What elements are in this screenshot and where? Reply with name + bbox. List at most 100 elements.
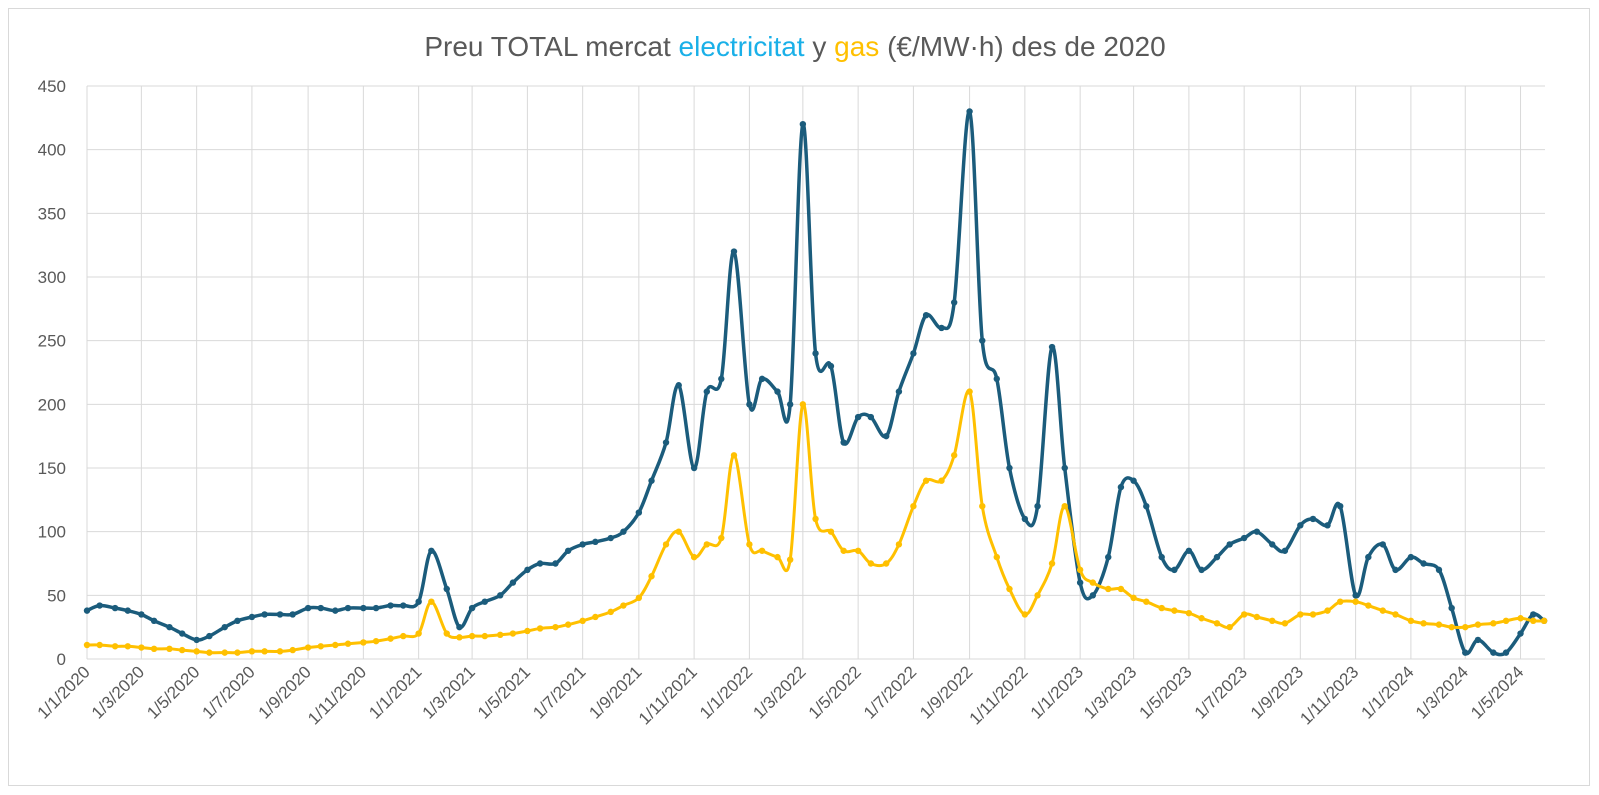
title-part: Preu TOTAL mercat	[424, 31, 678, 62]
data-point	[536, 625, 544, 632]
data-point	[895, 388, 903, 395]
data-point	[854, 413, 862, 421]
data-point	[1076, 566, 1084, 574]
data-point	[1281, 547, 1289, 554]
y-tick-label: 300	[38, 268, 66, 287]
data-point	[635, 594, 643, 602]
data-point	[304, 644, 312, 651]
data-point	[509, 579, 517, 586]
data-point	[648, 573, 655, 580]
data-point	[718, 375, 725, 383]
data-point	[221, 623, 228, 631]
data-point	[206, 632, 213, 640]
data-point	[1540, 617, 1548, 624]
data-point	[124, 643, 131, 650]
data-point	[675, 382, 682, 389]
data-point	[1530, 611, 1537, 618]
data-point	[938, 477, 945, 484]
data-point	[206, 649, 213, 656]
data-point	[1185, 547, 1193, 554]
data-point	[799, 121, 807, 128]
data-point	[1435, 566, 1443, 574]
y-tick-label: 250	[38, 332, 66, 351]
data-point	[922, 312, 930, 319]
data-point	[400, 632, 407, 640]
data-point	[950, 452, 958, 459]
data-point	[150, 645, 158, 653]
data-point	[1006, 585, 1013, 593]
data-point	[443, 630, 450, 637]
data-point	[1117, 483, 1125, 491]
data-point	[1474, 621, 1482, 628]
data-point	[883, 560, 890, 567]
data-point	[193, 648, 200, 655]
data-point	[1089, 579, 1097, 586]
data-point	[827, 528, 835, 535]
data-point	[497, 592, 504, 599]
data-point	[966, 108, 973, 115]
data-point	[910, 350, 917, 357]
data-point	[812, 350, 819, 357]
data-point	[178, 646, 186, 654]
y-tick-label: 100	[38, 523, 66, 542]
data-point	[1171, 566, 1178, 574]
data-point	[1297, 611, 1304, 618]
data-point	[1407, 617, 1415, 624]
data-point	[289, 611, 296, 618]
data-point	[662, 541, 670, 548]
data-point	[1021, 611, 1029, 618]
data-point	[1143, 598, 1150, 605]
data-point	[468, 604, 476, 612]
data-point	[979, 503, 986, 510]
data-point	[1034, 503, 1041, 510]
data-point	[1105, 553, 1112, 561]
data-point	[428, 598, 435, 605]
data-point	[579, 541, 586, 548]
data-point	[83, 641, 91, 649]
data-point	[1517, 615, 1524, 622]
data-point	[1365, 553, 1372, 561]
data-point	[1337, 598, 1344, 605]
data-point	[675, 528, 682, 535]
data-point	[1281, 620, 1289, 627]
data-point	[415, 630, 422, 637]
y-tick-label: 350	[38, 204, 66, 223]
data-point	[138, 644, 145, 651]
data-point	[415, 598, 422, 605]
data-point	[1420, 560, 1427, 567]
data-point	[261, 648, 268, 655]
data-point	[1420, 620, 1427, 627]
data-point	[662, 439, 670, 446]
data-point	[1502, 617, 1510, 624]
data-point	[950, 299, 958, 306]
data-point	[1309, 515, 1317, 523]
data-point	[1171, 607, 1178, 614]
data-point	[111, 604, 119, 612]
data-point	[276, 648, 284, 655]
data-point	[690, 553, 698, 561]
data-point	[690, 464, 698, 472]
data-point	[648, 477, 655, 484]
data-point	[372, 637, 380, 645]
data-point	[150, 617, 158, 624]
y-tick-label: 450	[38, 77, 66, 96]
data-point	[1462, 623, 1469, 631]
data-point	[730, 248, 738, 255]
y-tick-label: 200	[38, 395, 66, 414]
data-point	[234, 649, 241, 656]
data-point	[966, 388, 973, 395]
data-point	[1213, 620, 1221, 627]
data-point	[387, 602, 394, 609]
data-point	[1198, 566, 1205, 574]
data-point	[1352, 598, 1359, 605]
y-tick-label: 400	[38, 141, 66, 160]
data-point	[840, 439, 847, 446]
data-point	[786, 401, 794, 408]
data-point	[867, 560, 875, 567]
data-point	[317, 643, 324, 650]
data-point	[248, 613, 256, 621]
data-point	[83, 607, 91, 614]
data-point	[1517, 630, 1524, 637]
data-point	[443, 585, 450, 593]
